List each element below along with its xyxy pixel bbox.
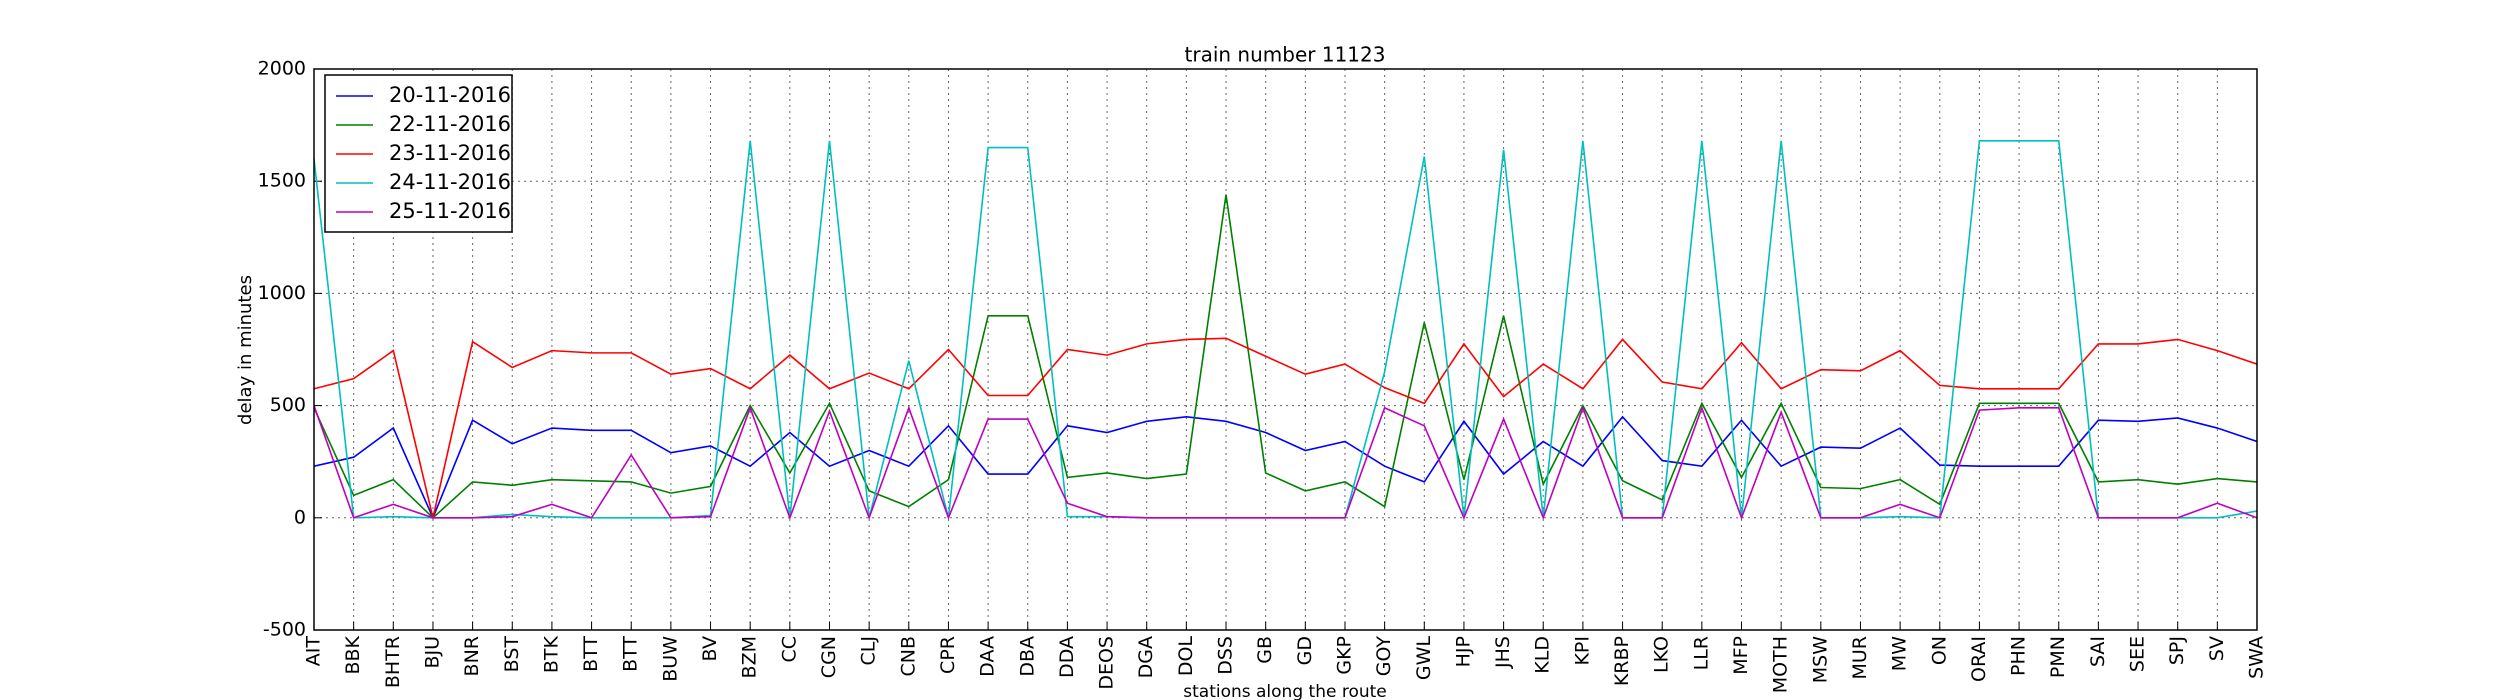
- x-tick-label: SPJ: [2166, 636, 2188, 665]
- x-tick-label: BJU: [421, 636, 443, 669]
- y-tick-label: 0: [294, 506, 306, 528]
- x-tick-label: GD: [1294, 636, 1316, 665]
- x-tick-label: BUW: [659, 636, 681, 682]
- plot-frame: [313, 68, 2258, 631]
- series-line: [314, 415, 2257, 520]
- series-line: [314, 337, 2257, 518]
- legend-label: 24-11-2016: [389, 170, 511, 194]
- x-tick-label: MFP: [1730, 636, 1752, 675]
- x-tick-label: ORAI: [1968, 636, 1990, 682]
- y-tick-label: 500: [270, 394, 306, 416]
- x-tick-label: PMN: [2047, 636, 2069, 678]
- series-line: [314, 194, 2257, 519]
- x-tick-label: CGN: [818, 636, 840, 678]
- x-tick-label: BV: [699, 636, 721, 661]
- x-axis-label: stations along the route: [1183, 682, 1387, 700]
- x-tick-label: GB: [1254, 636, 1276, 664]
- x-tick-label: SAI: [2087, 636, 2109, 667]
- x-tick-label: CNB: [897, 636, 919, 677]
- x-tick-label: CLJ: [858, 636, 880, 665]
- x-tick-label: MSW: [1809, 636, 1831, 683]
- x-tick-label: CC: [778, 636, 800, 663]
- x-tick-label: BBK: [342, 635, 364, 674]
- x-tick-label: DDA: [1056, 636, 1078, 678]
- x-tick-label: BNR: [461, 636, 483, 676]
- y-tick-label: -500: [263, 619, 306, 641]
- x-tick-label: LKO: [1651, 636, 1673, 673]
- y-tick-label: 1000: [258, 282, 306, 304]
- y-tick-label: 1500: [258, 170, 306, 192]
- x-tick-label: BZM: [739, 636, 761, 678]
- legend-label: 22-11-2016: [389, 112, 511, 136]
- x-tick-label: MOTH: [1770, 636, 1792, 693]
- series-group: [314, 337, 2257, 518]
- x-tick-label: SV: [2206, 636, 2228, 661]
- x-tick-label: ON: [1928, 636, 1950, 665]
- x-tick-label: BHTR: [382, 636, 404, 688]
- legend-label: 20-11-2016: [389, 83, 511, 107]
- x-tick-label: KLD: [1532, 636, 1554, 674]
- x-tick-label: MUR: [1849, 636, 1871, 680]
- y-axis-label: delay in minutes: [235, 275, 256, 425]
- x-tick-label: DSS: [1215, 636, 1237, 675]
- legend-label: 25-11-2016: [389, 199, 511, 223]
- x-tick-label: HJP: [1452, 636, 1474, 667]
- x-tick-label: KRBP: [1611, 636, 1633, 686]
- x-tick-label: DEOS: [1096, 636, 1118, 690]
- series-group: [314, 405, 2257, 521]
- x-tick-label: MW: [1889, 636, 1911, 671]
- x-tick-label: LLR: [1690, 636, 1712, 670]
- x-tick-label: DGA: [1135, 636, 1157, 678]
- x-tick-label: SWA: [2246, 636, 2268, 679]
- x-tick-label: AIT: [303, 636, 325, 667]
- series-group: [314, 194, 2257, 519]
- x-tick-label: PHN: [2008, 636, 2030, 676]
- series-group: [314, 415, 2257, 520]
- x-tick-label: DOL: [1175, 636, 1197, 677]
- x-tick-label: BST: [501, 636, 523, 673]
- legend-label: 23-11-2016: [389, 141, 511, 165]
- x-tick-label: BTK: [540, 635, 562, 673]
- x-tick-label: DBA: [1016, 636, 1038, 677]
- x-tick-label: SEE: [2127, 636, 2149, 672]
- x-tick-label: GWL: [1413, 636, 1435, 681]
- x-tick-label: BTT: [580, 636, 602, 672]
- x-tick-label: GKP: [1333, 636, 1355, 675]
- x-tick-label: KPI: [1571, 636, 1593, 666]
- series-line: [314, 405, 2257, 521]
- x-tick-label: DAA: [977, 636, 999, 677]
- x-tick-label: GOY: [1373, 636, 1395, 677]
- y-tick-label: 2000: [258, 58, 306, 80]
- x-tick-label: JHS: [1492, 636, 1514, 669]
- x-tick-label: BTT: [620, 636, 642, 672]
- chart-title: train number 11123: [1185, 43, 1386, 67]
- x-tick-label: CPR: [937, 636, 959, 674]
